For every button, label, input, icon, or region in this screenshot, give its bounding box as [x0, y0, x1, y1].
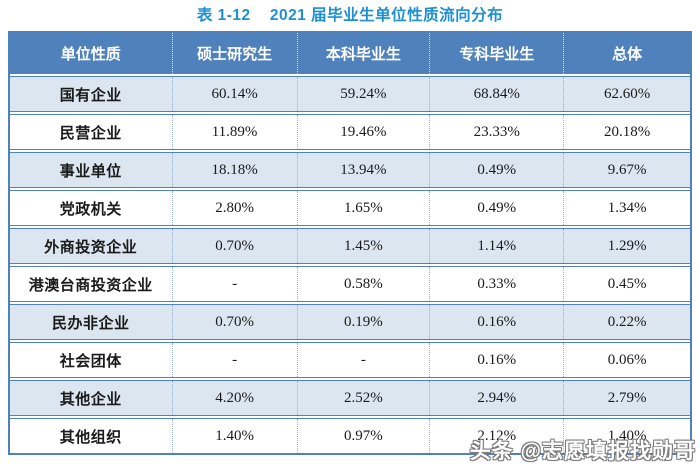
row-label: 民办非企业 — [10, 305, 173, 339]
cell-value: 9.67% — [607, 161, 647, 178]
table-row: 社会团体 - -0.16% 0.06% — [10, 342, 690, 378]
header-cell: 专科毕业生 — [430, 33, 565, 74]
cell-value: - — [173, 343, 298, 377]
row-label: 其他企业 — [10, 381, 173, 415]
cell-value: - — [173, 267, 298, 301]
table-body: 国有企业 60.14% 59.24% 68.84% 62.60% 民营企业 11.89% 19… — [10, 76, 690, 453]
cell-value: 0.19% — [298, 305, 431, 339]
header-cell: 硕士研究生 — [173, 33, 298, 74]
cell-value: 20.18% — [603, 123, 651, 140]
cell-value: 62.60% — [603, 85, 651, 102]
cell-value: 2.52% — [298, 381, 431, 415]
cell-value: 60.14% — [173, 77, 298, 111]
cell-value: 0.16% — [430, 305, 565, 339]
table-row: 事业单位 18.18% 13.94% 0.49% 9.67% — [10, 152, 690, 188]
cell-value: 2.12% — [430, 419, 565, 453]
table-row: 外商投资企业 0.70% 1.45% 1.14% 1.29% — [10, 228, 690, 264]
cell-value: 2.80% — [173, 191, 298, 225]
cell-value: 1.29% — [607, 237, 647, 254]
row-label: 事业单位 — [10, 153, 173, 187]
table-row: 其他企业 4.20% 2.52% 2.94% 2.79% — [10, 380, 690, 416]
header-cell: 单位性质 — [10, 33, 173, 74]
row-label: 外商投资企业 — [10, 229, 173, 263]
cell-value: - — [298, 343, 431, 377]
table-row: 国有企业 60.14% 59.24% 68.84% 62.60% — [10, 76, 690, 112]
table-row: 民办非企业 0.70% 0.19% 0.16% 0.22% — [10, 304, 690, 340]
cell-value: 1.65% — [298, 191, 431, 225]
table-row: 其他组织 1.40% 0.97% 2.12% 1.40% — [10, 418, 690, 453]
distribution-table: 单位性质 硕士研究生 本科毕业生 专科毕业生 总体 国有企业 60.14% 59.24% 68… — [8, 31, 692, 455]
row-label: 党政机关 — [10, 191, 173, 225]
cell-value: 11.89% — [173, 115, 298, 149]
table-row: 党政机关 2.80% 1.65% 0.49% 1.34% — [10, 190, 690, 226]
cell-value: 0.49% — [430, 153, 565, 187]
cell-value: 13.94% — [298, 153, 431, 187]
cell-value: 4.20% — [173, 381, 298, 415]
table-row: 民营企业 11.89% 19.46% 23.33% 20.18% — [10, 114, 690, 150]
cell-value: 23.33% — [430, 115, 565, 149]
cell-value: 1.45% — [298, 229, 431, 263]
cell-value: 0.58% — [298, 267, 431, 301]
cell-value: 0.06% — [607, 351, 647, 368]
cell-value: 0.22% — [607, 313, 647, 330]
cell-value: 0.70% — [173, 305, 298, 339]
cell-value: 0.33% — [430, 267, 565, 301]
cell-value: 59.24% — [298, 77, 431, 111]
cell-value: 2.79% — [607, 389, 647, 406]
cell-value: 0.45% — [607, 275, 647, 292]
cell-value: 1.34% — [607, 199, 647, 216]
cell-value: 19.46% — [298, 115, 431, 149]
cell-value: 18.18% — [173, 153, 298, 187]
cell-value: 1.40% — [607, 427, 647, 444]
table-header-row: 单位性质 硕士研究生 本科毕业生 专科毕业生 总体 — [10, 33, 690, 74]
cell-value: 0.16% — [430, 343, 565, 377]
row-label: 社会团体 — [10, 343, 173, 377]
table-title: 表 1-12 2021 届毕业生单位性质流向分布 — [196, 7, 504, 24]
cell-value: 0.97% — [298, 419, 431, 453]
header-cell: 本科毕业生 — [298, 33, 431, 74]
table-row: 港澳台商投资企业 -0.58% 0.33% 0.45% — [10, 266, 690, 302]
header-cell: 总体 — [612, 46, 643, 63]
cell-value: 1.40% — [173, 419, 298, 453]
row-label: 港澳台商投资企业 — [10, 267, 173, 301]
cell-value: 2.94% — [430, 381, 565, 415]
cell-value: 0.70% — [173, 229, 298, 263]
row-label: 民营企业 — [10, 115, 173, 149]
cell-value: 68.84% — [430, 77, 565, 111]
cell-value: 0.49% — [430, 191, 565, 225]
cell-value: 1.14% — [430, 229, 565, 263]
row-label: 国有企业 — [10, 77, 173, 111]
row-label: 其他组织 — [10, 419, 173, 453]
